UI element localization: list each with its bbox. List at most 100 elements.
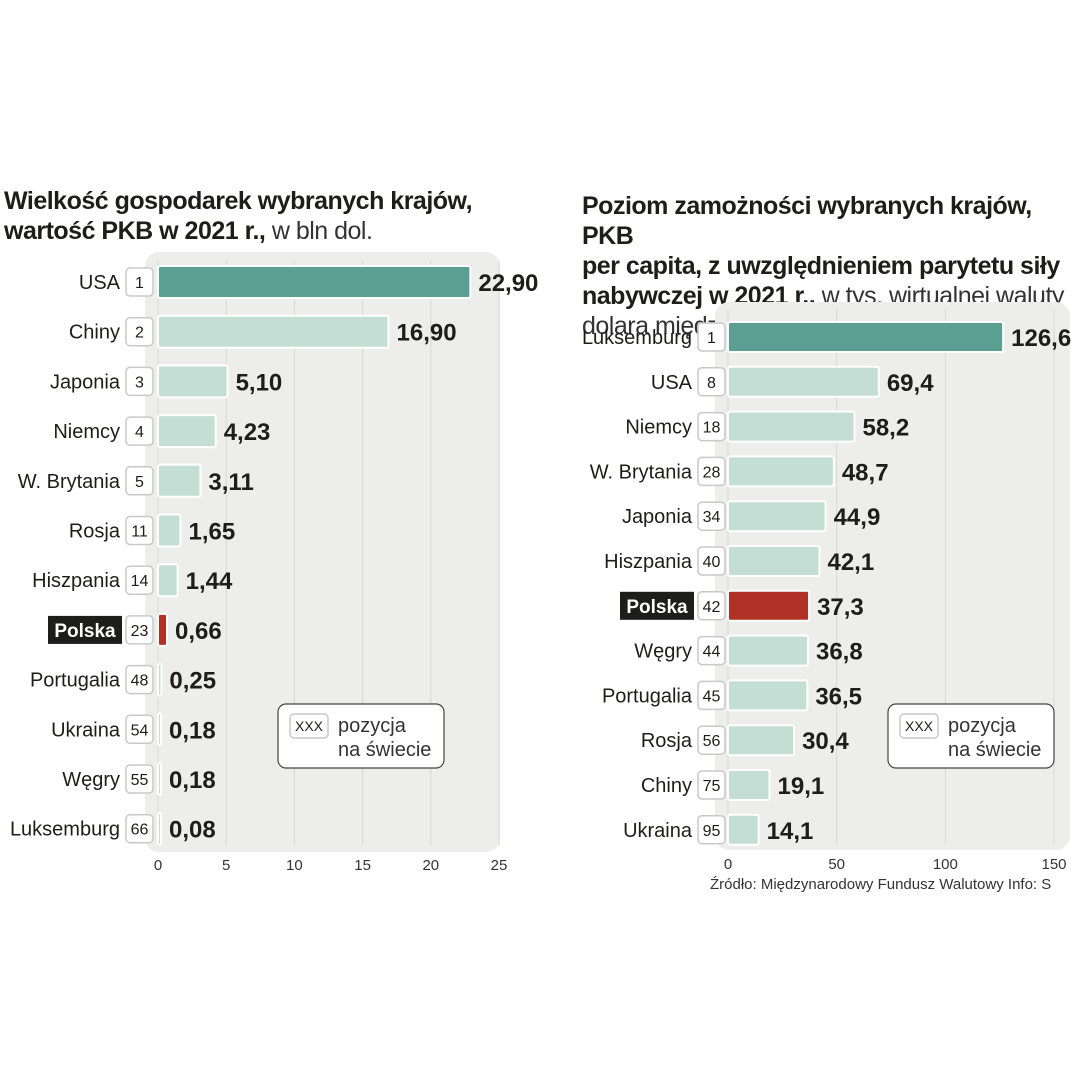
chart2-legend-line1: pozycja [948, 715, 1017, 737]
chart2-value-label: 48,7 [842, 459, 889, 486]
chart1-rank-label: 3 [135, 374, 144, 391]
chart2-rank-box [697, 501, 726, 531]
chart1-rank-label: 4 [135, 424, 144, 441]
chart1-legend-line2: na świecie [338, 739, 431, 761]
chart2-rank-box [697, 411, 726, 442]
chart2-value-label: 14,1 [767, 818, 814, 845]
chart2-category-label: Polska [626, 597, 688, 618]
chart1-rank-label: 55 [131, 772, 149, 789]
chart1-value-label: 1,65 [189, 519, 236, 546]
source-note: Źródło: Międzynarodowy Fundusz Walutowy … [710, 876, 1052, 893]
chart1-legend-box-text: XXX [295, 718, 324, 734]
chart1-bar [157, 563, 179, 598]
chart2-xtick-label: 100 [933, 856, 958, 873]
chart1-rank-box [125, 366, 154, 397]
chart2-rank-box [697, 770, 726, 800]
chart1-bar [157, 811, 162, 846]
chart2-rank-label: 42 [703, 599, 721, 616]
chart2-category-label: Rosja [641, 730, 693, 752]
chart1-xtick-label: 15 [354, 857, 371, 874]
chart2-category-label: Hiszpania [604, 551, 693, 573]
chart1-value-label: 0,18 [169, 717, 216, 744]
chart1-rank-label: 2 [135, 325, 144, 342]
chart1-xtick-label: 10 [286, 857, 303, 874]
chart2-value-label: 44,9 [834, 504, 881, 531]
chart1-rank-box [125, 515, 154, 546]
chart2-rank-label: 28 [703, 464, 721, 481]
chart2-value-label: 30,4 [802, 728, 849, 755]
chart2-category-label: Niemcy [625, 417, 692, 439]
chart1-bar [157, 414, 217, 449]
chart2-value-label: 42,1 [827, 549, 874, 576]
chart2-bar [727, 724, 796, 757]
chart2-rank-label: 40 [703, 554, 721, 571]
chart1-legend-line1: pozycja [338, 715, 407, 737]
chart1-rank-label: 48 [131, 673, 149, 690]
chart2-category-label: W. Brytania [590, 461, 693, 483]
chart1-category-label: Portugalia [30, 670, 121, 692]
chart1-rank-box [125, 416, 154, 446]
chart1-category-label: Ukraina [51, 719, 121, 741]
chart2-category-label: Ukraina [623, 820, 693, 842]
chart2-legend-rank-box [899, 713, 939, 739]
chart1-value-label: 3,11 [208, 469, 253, 496]
chart2-value-label: 69,4 [887, 370, 934, 397]
chart1-bar [157, 662, 163, 697]
chart1-category-label: Węgry [62, 769, 120, 791]
chart1-value-label: 0,18 [169, 767, 216, 794]
chart1-value-label: 0,08 [169, 817, 216, 844]
chart1-gdp-size: 0 5 10 15 20 25 USA 1 22,90 Chiny 2 16,90 Japonia 3 5,… [10, 252, 538, 874]
chart2-value-label: 19,1 [778, 773, 825, 800]
chart2-bar [727, 410, 856, 443]
chart2-value-label: 36,8 [816, 639, 863, 666]
chart1-xtick-label: 5 [222, 857, 230, 874]
chart2-bar [727, 813, 760, 846]
chart2-rank-box [697, 456, 726, 487]
chart1-rank-box [125, 565, 154, 595]
chart1-rank-box [125, 267, 154, 297]
chart1-rank-box [125, 664, 154, 695]
chart1-value-label: 5,10 [236, 369, 283, 396]
chart1-value-label: 4,23 [224, 419, 271, 446]
chart2-rank-box [697, 546, 726, 576]
chart2-rank-box [697, 680, 726, 711]
chart2-gdp-per-capita: 0 50 100 150 Luksemburg 1 126,6 USA 8 69,4 Niemcy 1… [582, 302, 1071, 873]
chart1-value-label: 1,44 [186, 568, 233, 595]
chart2-category-label: Japonia [622, 506, 693, 528]
chart1-rank-box [125, 764, 154, 794]
chart2-xtick-label: 0 [724, 856, 732, 873]
chart1-value-label: 16,90 [397, 320, 457, 347]
chart2-rank-label: 18 [703, 420, 721, 437]
chart2-bar [727, 589, 811, 622]
chart1-bar [157, 265, 472, 299]
chart1-bar [157, 762, 162, 796]
chart1-bar [157, 364, 229, 399]
chart1-title-line1: Wielkość gospodarek wybranych krajów, [4, 187, 473, 215]
chart1-xtick-label: 20 [422, 857, 439, 874]
chart1-rank-box [125, 466, 154, 496]
chart1-rank-label: 23 [131, 623, 149, 640]
chart1-xtick-label: 0 [154, 857, 162, 874]
chart1-rank-box [125, 714, 154, 745]
chart1-value-label: 0,66 [175, 618, 222, 645]
chart2-category-label: Chiny [641, 775, 692, 797]
chart1-polska-label-bg [48, 615, 122, 644]
chart2-rank-label: 56 [703, 733, 721, 750]
chart1-category-label: USA [79, 272, 121, 294]
chart2-bar [727, 321, 1005, 353]
chart2-category-label: USA [651, 372, 693, 394]
chart1-category-label: Rosja [69, 521, 121, 543]
chart2-value-label: 126,6 [1011, 325, 1071, 352]
chart1-title-line2: wartość PKB w 2021 r., [4, 217, 266, 245]
chart1-rank-box [125, 316, 154, 347]
chart1-legend-rank-box [289, 713, 329, 739]
chart1-value-label: 22,90 [478, 270, 538, 297]
chart1-category-label: Japonia [50, 371, 121, 393]
chart2-rank-label: 1 [707, 330, 716, 347]
chart2-value-label: 36,5 [815, 683, 862, 710]
chart1-xtick-label: 25 [491, 857, 508, 874]
chart1-rank-label: 1 [135, 275, 144, 292]
